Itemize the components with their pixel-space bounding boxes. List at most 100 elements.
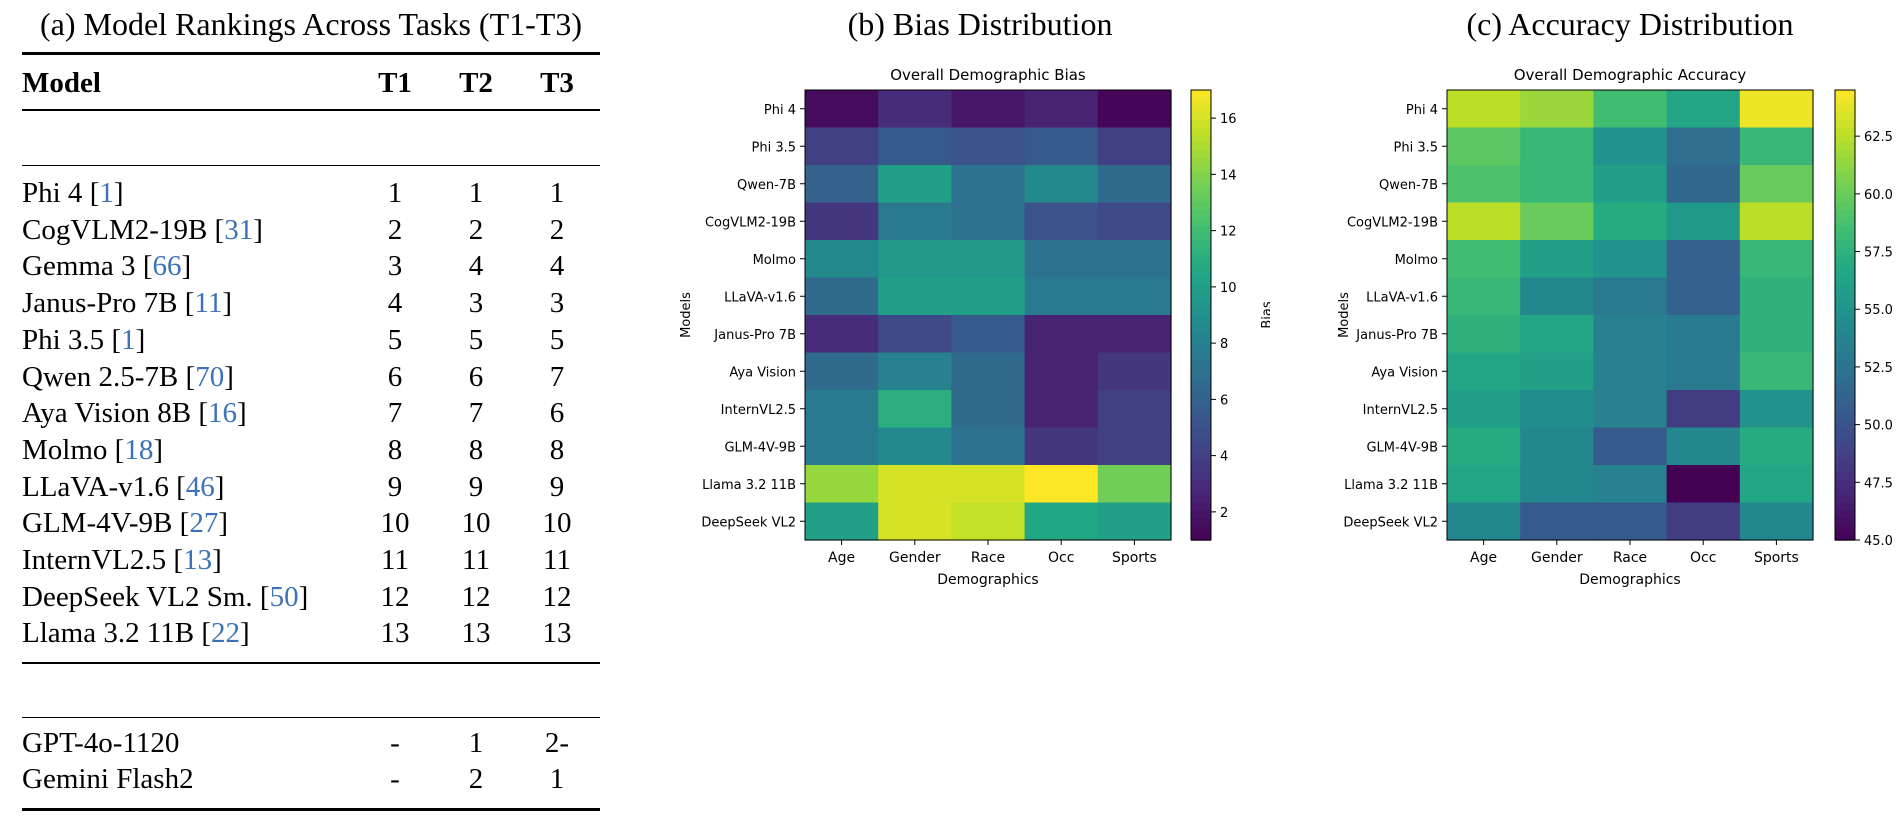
- citation-link[interactable]: 27: [189, 507, 219, 540]
- colorbar-segment: [1191, 270, 1211, 279]
- colorbar-segment: [1191, 435, 1211, 444]
- citation-link[interactable]: 70: [195, 360, 225, 393]
- heatmap-cell: [805, 277, 879, 316]
- heatmap-cell: [1593, 465, 1668, 504]
- heatmap-cell: [1739, 127, 1814, 166]
- x-tick-label: Race: [1613, 550, 1647, 566]
- heatmap-cell: [1739, 465, 1814, 504]
- table-row-model: LLaVA-v1.6 [46]: [22, 470, 225, 503]
- citation-link[interactable]: 11: [194, 287, 223, 320]
- colorbar-segment: [1835, 480, 1855, 489]
- model-name: Janus-Pro 7B: [22, 287, 178, 320]
- heatmap-cell: [1593, 427, 1668, 466]
- heatmap-cell: [951, 427, 1026, 466]
- table-cell-t3: 3: [549, 287, 565, 320]
- colorbar-segment: [1191, 120, 1211, 129]
- colorbar-segment: [1191, 397, 1211, 406]
- x-tick-label: Age: [1470, 550, 1497, 566]
- colorbar-segment: [1835, 90, 1855, 99]
- heatmap-cell: [805, 427, 879, 466]
- citation-link[interactable]: 1: [121, 323, 136, 356]
- table-row-model: Phi 3.5 [1]: [22, 323, 146, 356]
- citation-link[interactable]: 66: [152, 250, 182, 283]
- colorbar-segment: [1191, 285, 1211, 294]
- heatmap-cell: [1520, 390, 1594, 429]
- citation-link[interactable]: 13: [183, 544, 213, 576]
- table-cell-t1: -: [390, 727, 400, 759]
- y-tick-label: LLaVA-v1.6: [1366, 290, 1438, 305]
- citation-link[interactable]: 50: [269, 580, 299, 613]
- heatmap-cell: [878, 240, 952, 279]
- x-axis-label: Demographics: [937, 572, 1038, 588]
- table-cell-t1: 6: [387, 360, 403, 393]
- x-tick-label: Sports: [1112, 550, 1157, 566]
- table-cell-t1: 10: [380, 507, 410, 540]
- heatmap-cell: [1520, 427, 1594, 466]
- y-tick-label: DeepSeek VL2: [701, 515, 796, 530]
- colorbar-segment: [1835, 135, 1855, 144]
- citation-link[interactable]: 46: [185, 470, 215, 503]
- model-name: Gemma 3: [22, 250, 136, 283]
- heatmap-cell: [951, 127, 1026, 166]
- table-cell-t2: 7: [468, 397, 484, 430]
- citation-link[interactable]: 31: [224, 213, 254, 246]
- heatmap-cell: [878, 127, 952, 166]
- colorbar-segment: [1835, 510, 1855, 519]
- table-row-model: InternVL2.5 [13]: [22, 544, 222, 576]
- colorbar-segment: [1191, 187, 1211, 196]
- heatmap-cell: [1097, 465, 1172, 504]
- heatmap-cell: [1097, 202, 1172, 241]
- chart-title: Overall Demographic Bias: [890, 66, 1086, 84]
- colorbar-segment: [1191, 255, 1211, 264]
- model-name: LLaVA-v1.6: [22, 470, 169, 503]
- heatmap-cell: [1024, 390, 1099, 429]
- heatmap-cell: [878, 390, 952, 429]
- colorbar-frame: [1190, 89, 1212, 541]
- colorbar-tick-label: 45.0: [1864, 534, 1893, 549]
- table-cell-t1: 1: [387, 177, 403, 209]
- table-cell-t2: 2: [468, 763, 484, 795]
- colorbar-tick-label: 10: [1220, 281, 1237, 296]
- y-tick-label: Llama 3.2 11B: [702, 478, 796, 493]
- table-row-model: Llama 3.2 11B [22]: [22, 617, 250, 650]
- colorbar-segment: [1191, 232, 1211, 241]
- table-cell-t2: 12: [461, 580, 491, 613]
- table-cell-t3: 8: [549, 433, 565, 466]
- heatmap-cell: [1593, 165, 1668, 204]
- heatmap-cell: [1097, 277, 1172, 316]
- colorbar-segment: [1191, 292, 1211, 301]
- heatmap-cell: [1097, 390, 1172, 429]
- heatmap-cell: [1593, 240, 1668, 279]
- x-tick-label: Gender: [1531, 550, 1583, 566]
- heatmap-cell: [1520, 165, 1594, 204]
- colorbar-segment: [1835, 150, 1855, 159]
- bias-heatmap: Overall Demographic Bias Phi 4 Phi 3.5 Qwen…: [679, 66, 1270, 588]
- colorbar-segment: [1835, 270, 1855, 279]
- x-tick-label: Gender: [889, 550, 941, 566]
- heatmap-cell: [1024, 127, 1099, 166]
- citation-link[interactable]: 22: [211, 617, 241, 650]
- table-cell-t3: 10: [542, 507, 572, 540]
- colorbar-segment: [1835, 502, 1855, 511]
- heatmap-cell: [1447, 165, 1521, 204]
- colorbar-segment: [1191, 180, 1211, 189]
- heatmap-cell: [1447, 390, 1521, 429]
- citation-link[interactable]: 1: [99, 177, 114, 209]
- heatmap-cell: [878, 202, 952, 241]
- colorbar-segment: [1191, 307, 1211, 316]
- colorbar-segment: [1835, 255, 1855, 264]
- citation-link[interactable]: 16: [208, 397, 237, 430]
- heatmap-cell: [878, 427, 952, 466]
- colorbar-segment: [1191, 142, 1211, 151]
- heatmap-cell: [951, 352, 1026, 391]
- table-row-model: Aya Vision 8B [16]: [22, 397, 247, 430]
- citation-link[interactable]: 18: [124, 433, 154, 466]
- heatmap-cell: [951, 277, 1026, 316]
- x-tick-label: Age: [828, 550, 855, 566]
- table-cell-t3: 1: [549, 177, 565, 209]
- table-cell-t2: 9: [468, 470, 484, 503]
- heatmap-cell: [805, 315, 879, 354]
- y-tick-label: Aya Vision: [729, 365, 796, 380]
- heatmap-cell: [1520, 90, 1594, 129]
- heatmap-cell: [1447, 90, 1521, 129]
